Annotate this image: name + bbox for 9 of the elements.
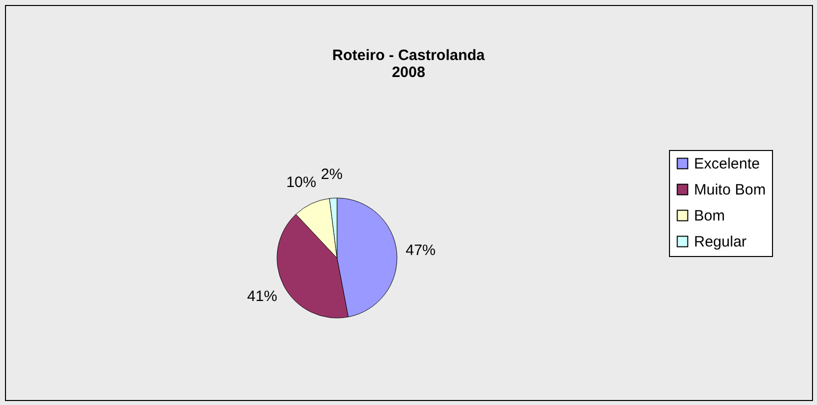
data-label: 41% bbox=[247, 288, 278, 306]
legend-label: Excelente bbox=[694, 156, 760, 172]
data-label: 47% bbox=[406, 242, 436, 260]
legend-label: Muito Bom bbox=[694, 182, 766, 198]
data-label: 10% bbox=[286, 174, 316, 191]
legend-label: Bom bbox=[694, 208, 725, 224]
data-label: 2% bbox=[320, 166, 343, 184]
chart-title: Roteiro - Castrolanda 2008 bbox=[332, 47, 486, 81]
legend-label: Regular bbox=[694, 234, 747, 250]
